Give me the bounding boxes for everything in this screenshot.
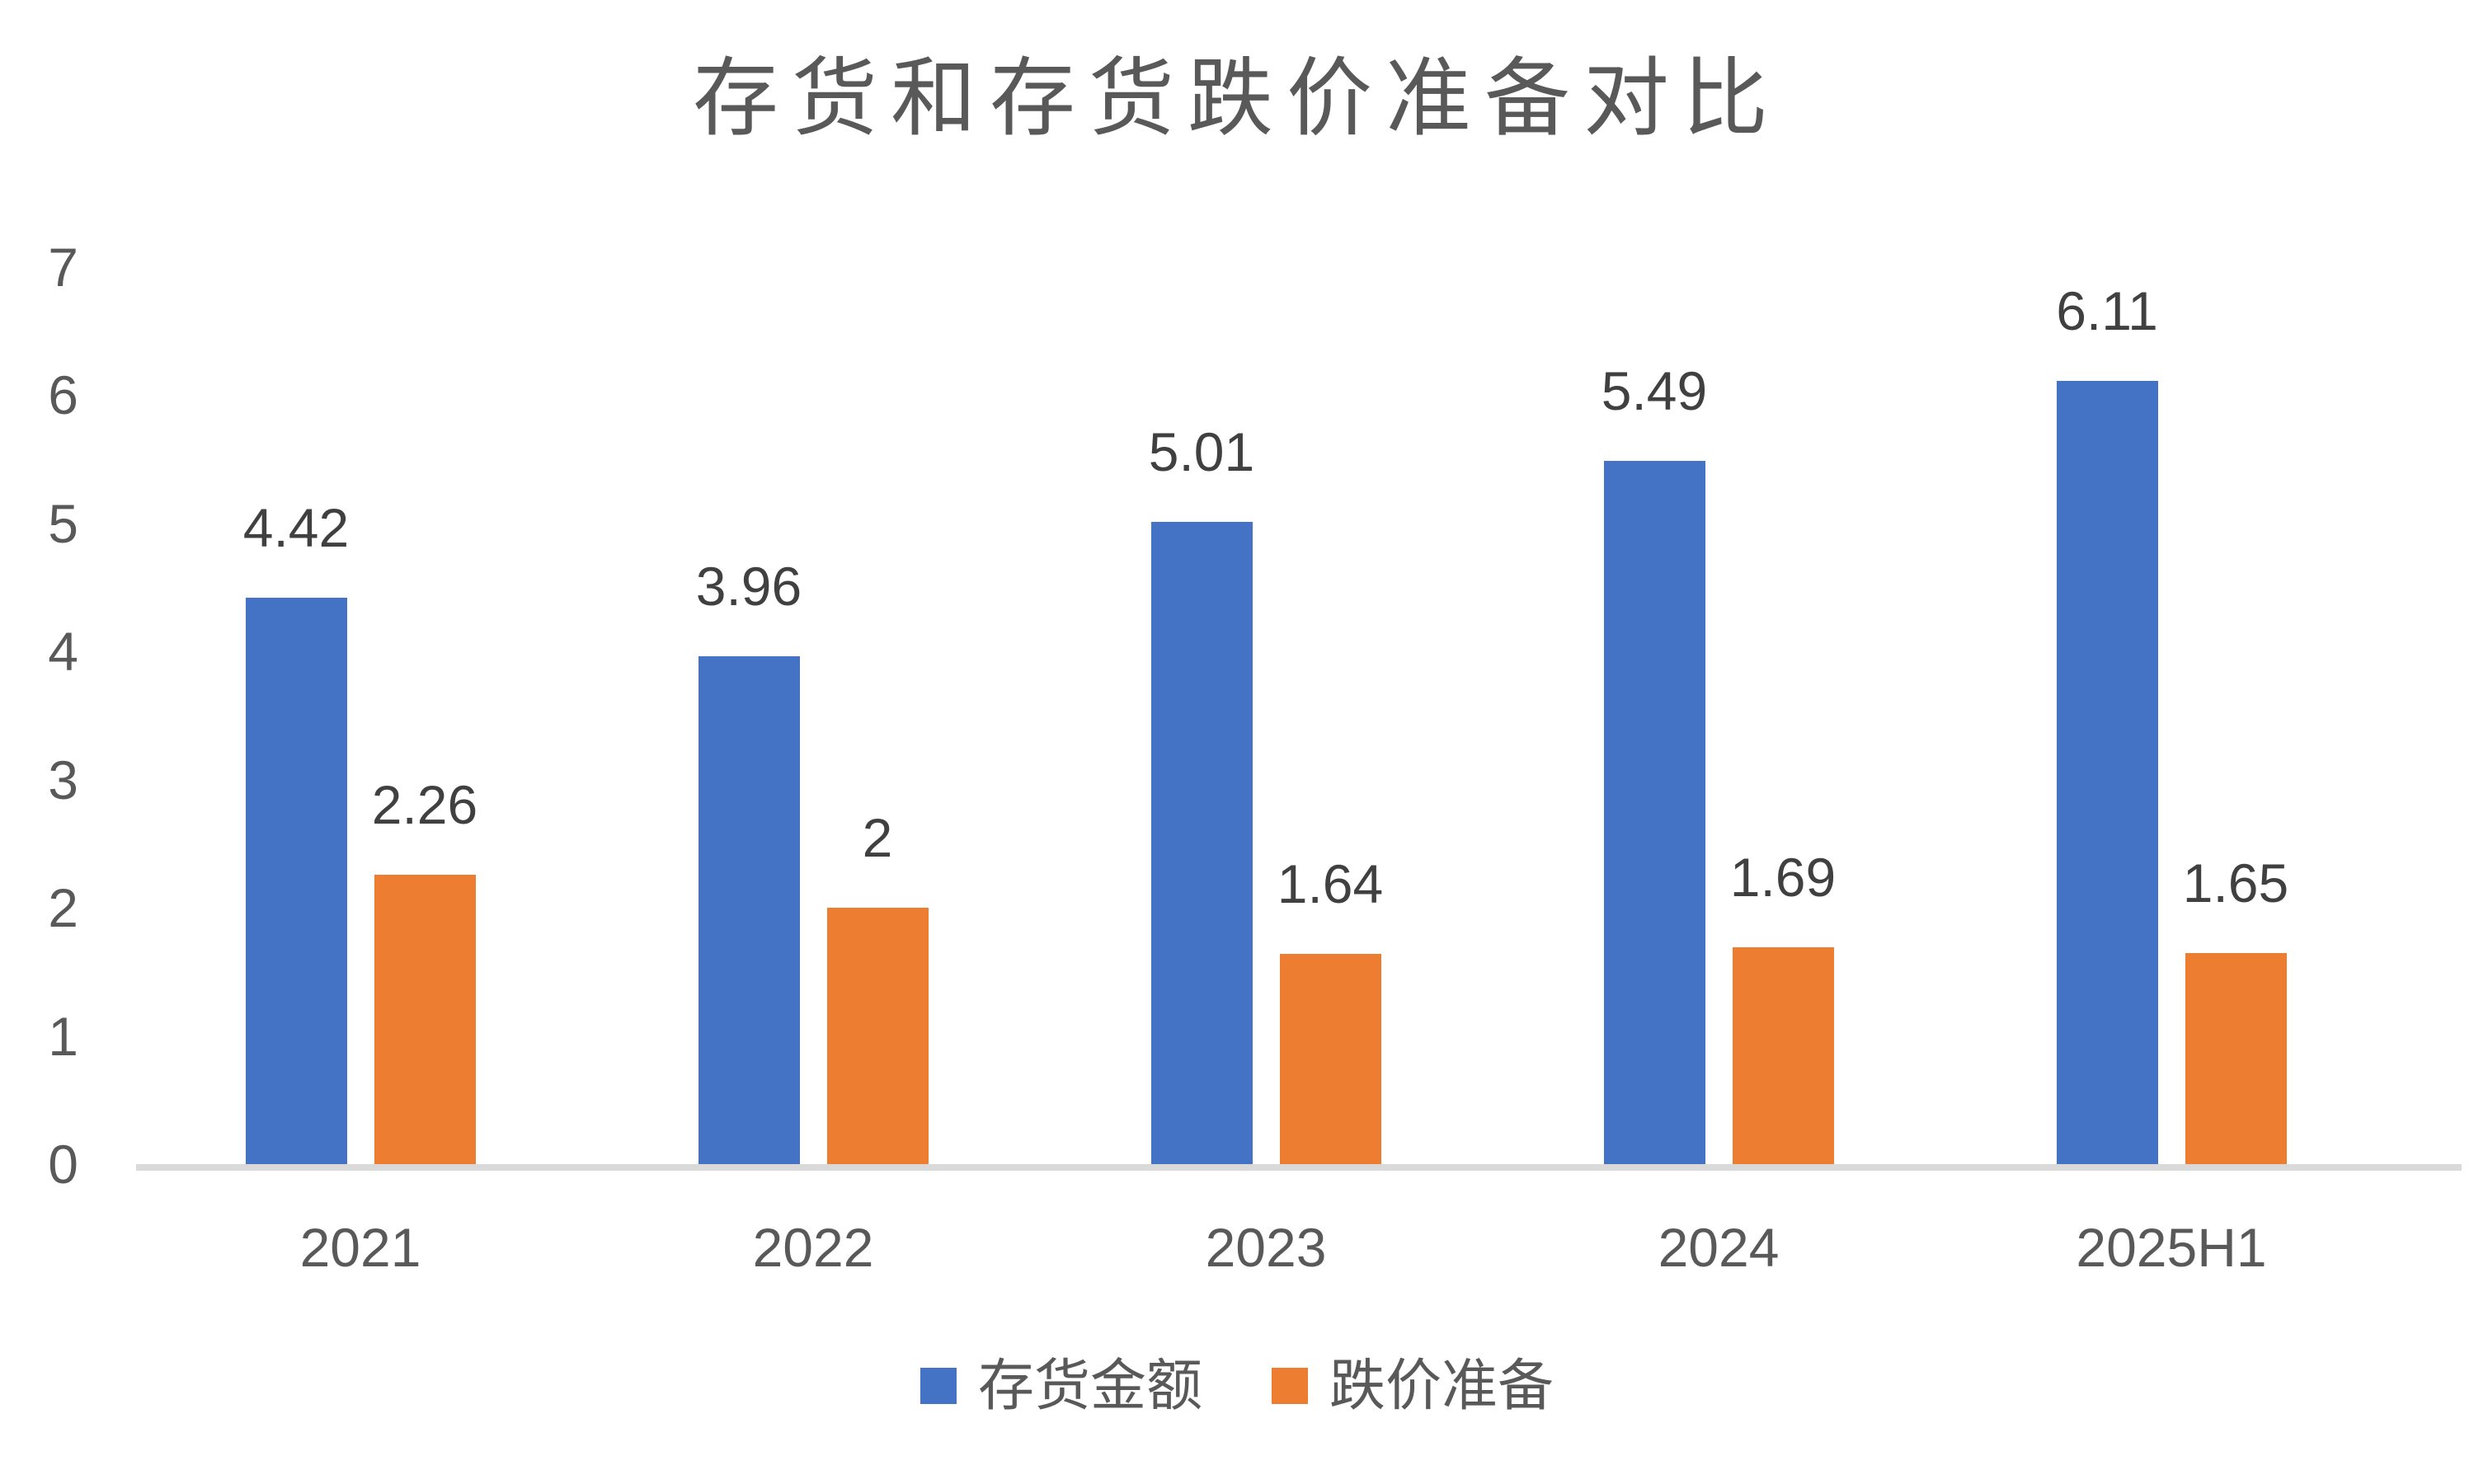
legend-label-inventory: 存货金额	[977, 1355, 1202, 1417]
y-tick-label-6: 6	[48, 364, 78, 426]
y-tick-label-4: 4	[48, 621, 78, 683]
y-tick-label-3: 3	[48, 749, 78, 810]
data-label-存货金额-2022: 3.96	[695, 556, 802, 618]
x-tick-label-2023: 2023	[1205, 1217, 1327, 1278]
data-label-跌价准备-2021: 2.26	[371, 773, 478, 835]
bar-跌价准备-2025H1	[2185, 952, 2287, 1164]
bar-存货金额-2021	[245, 597, 347, 1164]
bar-跌价准备-2023	[1279, 954, 1381, 1164]
x-tick-label-2025H1: 2025H1	[2076, 1217, 2267, 1278]
legend-swatch-provision-icon	[1272, 1368, 1308, 1404]
y-tick-label-5: 5	[48, 492, 78, 554]
legend-item-provision: 跌价准备	[1272, 1353, 1554, 1419]
legend: 存货金额 跌价准备	[0, 1349, 2474, 1423]
y-tick-label-1: 1	[48, 1005, 78, 1067]
bar-存货金额-2022	[698, 656, 800, 1164]
bar-存货金额-2025H1	[2056, 381, 2158, 1164]
x-axis-line	[136, 1164, 2462, 1171]
bar-跌价准备-2022	[826, 908, 929, 1164]
data-label-存货金额-2024: 5.49	[1601, 359, 1708, 421]
y-tick-label-2: 2	[48, 877, 78, 939]
bar-跌价准备-2021	[374, 874, 476, 1164]
bar-跌价准备-2024	[1732, 947, 1834, 1164]
bar-存货金额-2023	[1150, 522, 1253, 1164]
x-tick-label-2022: 2022	[752, 1217, 874, 1278]
data-label-跌价准备-2024: 1.69	[1729, 847, 1837, 909]
y-tick-label-0: 0	[48, 1134, 78, 1195]
bar-存货金额-2024	[1603, 460, 1705, 1164]
legend-swatch-inventory-icon	[920, 1368, 957, 1404]
chart-title: 存货和存货跌价准备对比	[692, 51, 1781, 147]
data-label-存货金额-2025H1: 6.11	[2056, 280, 2158, 342]
x-tick-label-2024: 2024	[1658, 1217, 1780, 1278]
data-label-存货金额-2021: 4.42	[242, 496, 350, 558]
legend-label-provision: 跌价准备	[1329, 1355, 1554, 1417]
y-tick-label-7: 7	[48, 236, 78, 298]
data-label-跌价准备-2023: 1.64	[1277, 853, 1384, 915]
legend-item-inventory: 存货金额	[920, 1353, 1202, 1419]
data-label-跌价准备-2022: 2	[862, 807, 893, 869]
data-label-存货金额-2023: 5.01	[1148, 421, 1255, 483]
data-label-跌价准备-2025H1: 1.65	[2182, 852, 2289, 913]
x-tick-label-2021: 2021	[299, 1217, 421, 1278]
